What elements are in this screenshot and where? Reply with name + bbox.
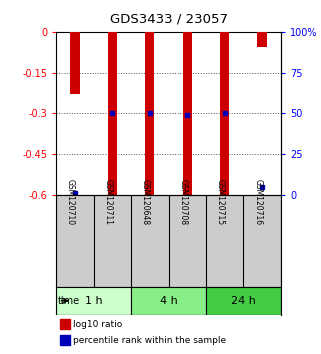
Bar — [108, 32, 117, 195]
Bar — [206, 287, 281, 315]
Bar — [145, 32, 154, 195]
Bar — [70, 32, 80, 95]
Bar — [131, 287, 206, 315]
Text: GSM120711: GSM120711 — [103, 179, 112, 225]
Text: GSM120648: GSM120648 — [141, 179, 150, 225]
Bar — [183, 32, 192, 195]
Text: GSM120708: GSM120708 — [178, 179, 187, 225]
Text: GSM120716: GSM120716 — [253, 179, 262, 225]
Text: GSM120715: GSM120715 — [216, 179, 225, 225]
Bar — [60, 319, 70, 329]
Text: 1 h: 1 h — [85, 296, 102, 306]
Text: percentile rank within the sample: percentile rank within the sample — [73, 336, 226, 344]
Bar — [56, 287, 131, 315]
Text: 24 h: 24 h — [231, 296, 256, 306]
Text: log10 ratio: log10 ratio — [73, 320, 122, 329]
Text: 4 h: 4 h — [160, 296, 178, 306]
Text: time: time — [57, 296, 79, 306]
Text: GDS3433 / 23057: GDS3433 / 23057 — [109, 12, 228, 25]
Bar — [60, 335, 70, 345]
Text: GSM120710: GSM120710 — [66, 179, 75, 225]
Bar — [257, 32, 267, 47]
Bar — [220, 32, 230, 195]
